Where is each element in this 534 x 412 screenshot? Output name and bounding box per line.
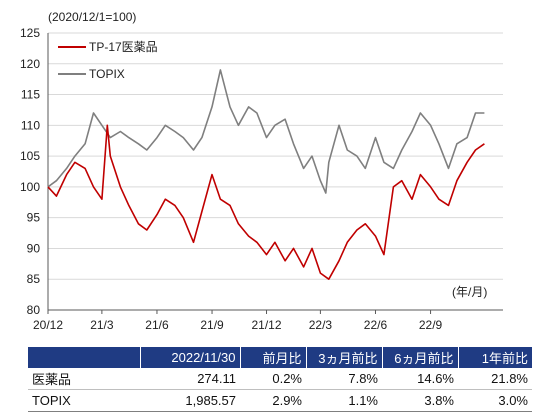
table-header-cell: 3ヵ月前比 xyxy=(305,347,382,368)
legend-label: TP-17医薬品 xyxy=(89,40,158,54)
y-tick-label: 125 xyxy=(20,26,40,40)
y-tick-label: 105 xyxy=(20,149,40,163)
table-header-cell xyxy=(28,347,140,368)
table-cell: TOPIX xyxy=(32,393,71,408)
table-cell: 7.8% xyxy=(348,371,378,386)
x-tick-label: 22/9 xyxy=(419,318,443,330)
table-cell: 3.8% xyxy=(424,393,454,408)
y-tick-label: 85 xyxy=(27,272,41,286)
x-tick-label: 21/9 xyxy=(200,318,224,330)
table-cell: 21.8% xyxy=(491,371,528,386)
table-cell: 274.11 xyxy=(197,371,236,386)
x-tick-label: 21/6 xyxy=(145,318,169,330)
table-header-row: 2022/11/30 前月比 3ヵ月前比 6ヵ月前比 1年前比 xyxy=(28,347,532,368)
table-cell: 1,985.57 xyxy=(185,393,236,408)
y-tick-label: 95 xyxy=(27,211,41,225)
table-cell: 医薬品 xyxy=(32,372,72,387)
y-tick-label: 80 xyxy=(27,303,41,317)
y-tick-label: 115 xyxy=(21,88,40,102)
x-tick-label: 22/3 xyxy=(309,318,333,330)
y-tick-label: 120 xyxy=(20,57,40,71)
summary-table: 2022/11/30 前月比 3ヵ月前比 6ヵ月前比 1年前比 医薬品 274.… xyxy=(28,347,532,412)
y-tick-label: 100 xyxy=(20,180,40,194)
table-header-cell: 2022/11/30 xyxy=(139,347,240,368)
table-cell: 3.0% xyxy=(498,393,528,408)
series-line xyxy=(47,124,485,280)
table-header-cell: 6ヵ月前比 xyxy=(381,347,458,368)
table-row: 医薬品 274.11 0.2% 7.8% 14.6% 21.8% xyxy=(28,368,532,390)
x-tick-label: 22/6 xyxy=(364,318,388,330)
table-row: TOPIX 1,985.57 2.9% 1.1% 3.8% 3.0% xyxy=(28,390,532,412)
x-tick-label: 21/3 xyxy=(90,318,114,330)
table-cell: 1.1% xyxy=(348,393,378,408)
legend-label: TOPIX xyxy=(89,67,125,81)
table-header-cell: 前月比 xyxy=(239,347,306,368)
axis-unit-label: (年/月) xyxy=(452,285,488,299)
index-base-note: (2020/12/1=100) xyxy=(48,10,137,24)
x-tick-label: 21/12 xyxy=(252,318,282,330)
series-line xyxy=(47,69,485,194)
y-tick-label: 110 xyxy=(21,118,40,132)
table-cell: 14.6% xyxy=(417,371,454,386)
table-cell: 2.9% xyxy=(272,393,302,408)
x-tick-label: 20/12 xyxy=(33,318,63,330)
y-tick-label: 90 xyxy=(27,241,41,255)
table-cell: 0.2% xyxy=(272,371,302,386)
line-chart: 80 85 90 95 100 105 110 115 120 125 20/12 21/3 21/6 2… xyxy=(20,26,503,330)
table-header-cell: 1年前比 xyxy=(457,347,532,368)
